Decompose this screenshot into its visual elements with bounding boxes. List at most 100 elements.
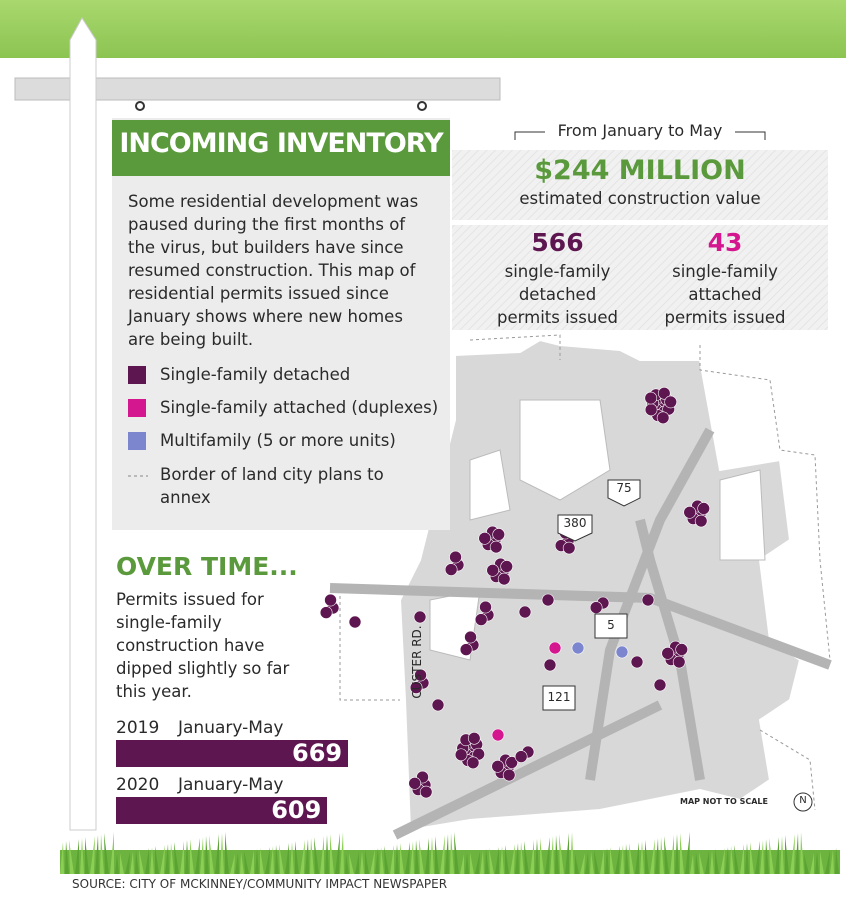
blade bbox=[454, 832, 459, 874]
permit-dot bbox=[474, 613, 488, 626]
blade bbox=[685, 832, 690, 874]
blade bbox=[555, 835, 559, 874]
blade bbox=[205, 836, 209, 874]
blade bbox=[660, 837, 664, 874]
blade bbox=[625, 844, 629, 874]
blade bbox=[485, 849, 489, 874]
permit-dot bbox=[319, 606, 333, 619]
permit-dot bbox=[664, 395, 677, 409]
blade bbox=[780, 836, 784, 874]
blade bbox=[545, 837, 550, 874]
legend-swatch bbox=[128, 432, 146, 450]
permit-dot bbox=[413, 610, 427, 624]
map-label: CUSTER RD. bbox=[410, 625, 424, 699]
blade bbox=[760, 840, 764, 874]
permit-dot bbox=[492, 528, 505, 541]
blade bbox=[305, 839, 309, 874]
blade bbox=[830, 849, 834, 874]
permit-dot bbox=[431, 698, 445, 712]
blade bbox=[480, 850, 484, 874]
blade bbox=[785, 835, 789, 874]
blade bbox=[575, 854, 579, 874]
permit-dot bbox=[466, 756, 480, 770]
blade bbox=[95, 835, 99, 874]
map-holes bbox=[429, 399, 766, 661]
blade bbox=[605, 848, 609, 874]
map-label: 380 bbox=[563, 516, 587, 530]
blade bbox=[720, 848, 725, 874]
permit-dot bbox=[449, 550, 462, 564]
blade bbox=[384, 846, 389, 874]
blade bbox=[330, 834, 334, 874]
top-band bbox=[0, 0, 846, 58]
blade bbox=[375, 848, 379, 874]
x-label: 2019 bbox=[116, 718, 160, 738]
blade bbox=[515, 843, 519, 874]
permit-dot bbox=[408, 777, 422, 790]
blade bbox=[320, 836, 324, 874]
blade bbox=[120, 853, 124, 874]
blade bbox=[445, 834, 449, 874]
blade bbox=[795, 833, 799, 874]
blade bbox=[195, 838, 200, 874]
value-label: 669 bbox=[292, 739, 343, 767]
permit-dot bbox=[644, 403, 658, 417]
blade bbox=[664, 836, 669, 874]
blade bbox=[174, 842, 179, 874]
blade bbox=[135, 850, 139, 874]
permit-dot bbox=[348, 615, 362, 629]
blade bbox=[769, 838, 774, 874]
blade bbox=[355, 852, 359, 874]
blade bbox=[629, 843, 634, 874]
stat-value: $244 MILLION bbox=[534, 155, 746, 186]
blade bbox=[300, 840, 305, 874]
blade bbox=[395, 844, 399, 874]
blade bbox=[640, 841, 644, 874]
period: From January to May bbox=[557, 121, 723, 140]
blade bbox=[104, 833, 109, 874]
permit-dot bbox=[661, 647, 675, 660]
blade bbox=[295, 841, 299, 874]
blade bbox=[610, 847, 614, 874]
permit-dot bbox=[541, 593, 555, 607]
permit-dot bbox=[500, 560, 513, 573]
blade bbox=[370, 849, 375, 874]
blade bbox=[810, 853, 814, 874]
blade bbox=[615, 846, 620, 874]
permit-dot bbox=[630, 655, 644, 669]
section-body: Permits issued for single-family constru… bbox=[116, 590, 290, 701]
permit-dot bbox=[467, 731, 481, 745]
stat-panel bbox=[452, 150, 828, 220]
blade bbox=[730, 846, 734, 874]
blade bbox=[160, 845, 165, 874]
blade bbox=[600, 849, 604, 874]
permit-dot bbox=[697, 502, 710, 515]
blade bbox=[524, 841, 529, 874]
title: INCOMING INVENTORY bbox=[119, 128, 443, 159]
blade bbox=[585, 852, 589, 874]
blade bbox=[680, 833, 684, 874]
blade bbox=[470, 852, 474, 874]
blade bbox=[500, 846, 504, 874]
north: N bbox=[799, 795, 807, 806]
blade bbox=[185, 840, 189, 874]
blade bbox=[240, 852, 244, 874]
permit-dot bbox=[464, 630, 477, 644]
stat-value: 43 bbox=[707, 228, 743, 257]
blade bbox=[540, 838, 544, 874]
blade bbox=[440, 835, 445, 874]
map bbox=[319, 334, 832, 840]
blade bbox=[835, 848, 839, 874]
blade bbox=[520, 842, 524, 874]
x-label: 2020 bbox=[116, 775, 160, 795]
blade bbox=[435, 836, 439, 874]
permit-dot bbox=[562, 541, 576, 555]
blade bbox=[804, 854, 809, 874]
north-circle bbox=[793, 792, 813, 812]
permit-dot bbox=[656, 411, 670, 425]
map-label: 121 bbox=[547, 690, 571, 704]
blade bbox=[130, 851, 134, 874]
blade bbox=[565, 833, 569, 874]
blade bbox=[734, 845, 739, 874]
